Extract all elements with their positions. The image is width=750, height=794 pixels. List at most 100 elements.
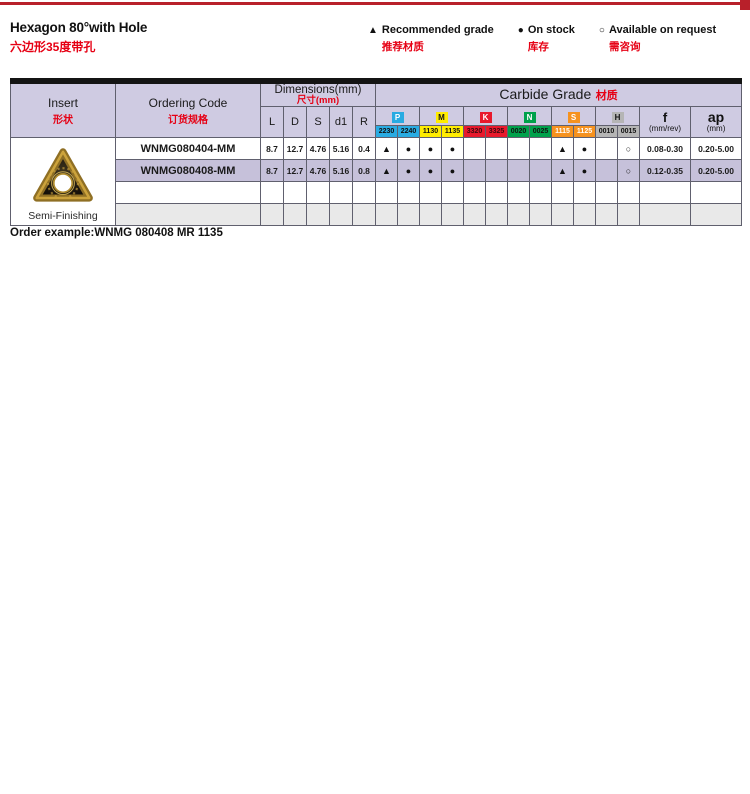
empty-cell — [260, 181, 284, 204]
header-label-cn: 尺寸(mm) — [296, 95, 340, 106]
empty-cell — [463, 181, 487, 204]
dim-S: 4.76 — [306, 137, 330, 160]
mark-1135: ● — [441, 137, 465, 160]
dim-R: 0.8 — [351, 159, 377, 182]
empty-cell — [507, 203, 531, 226]
mark-1115: ▲ — [551, 159, 575, 182]
grade-group-H: H — [595, 106, 641, 126]
legend-label: Available on request — [608, 24, 717, 36]
col-header-carbide-grade: Carbide Grade 材质 — [375, 80, 743, 107]
empty-cell — [329, 203, 353, 226]
empty-cell — [639, 203, 692, 226]
header-label-cn: 材质 — [595, 90, 618, 102]
mark-2240: ● — [397, 159, 421, 182]
empty-cell — [397, 203, 421, 226]
empty-cell — [617, 203, 641, 226]
header-unit: (mm/rev) — [649, 124, 682, 133]
dim-d1: 5.16 — [329, 159, 353, 182]
grade-2230: 2230 — [375, 125, 399, 138]
insert-type-label: Semi-Finishing — [28, 209, 98, 222]
dim-D: 12.7 — [283, 159, 307, 182]
grade-3325: 3325 — [485, 125, 509, 138]
dim-D: 12.7 — [283, 137, 307, 160]
depth-value: 0.20-5.00 — [690, 159, 743, 182]
empty-cell — [397, 181, 421, 204]
empty-cell — [690, 181, 743, 204]
mark-0020 — [507, 159, 531, 182]
legend-item-onstock: ● On stock 库存 — [518, 24, 575, 54]
empty-cell — [329, 181, 353, 204]
legend-label-cn: 需咨询 — [608, 41, 641, 53]
mark-3325 — [485, 137, 509, 160]
empty-cell — [441, 203, 465, 226]
empty-cell — [115, 203, 261, 226]
empty-cell — [260, 203, 284, 226]
grade-1135: 1135 — [441, 125, 465, 138]
header-label: Ordering Code — [148, 95, 228, 110]
legend-item-onrequest: ○ Available on request 需咨询 — [599, 24, 716, 54]
grade-group-S: S — [551, 106, 597, 126]
grade-letter-badge: P — [391, 112, 404, 123]
grade-3320: 3320 — [463, 125, 487, 138]
top-red-rule — [0, 2, 750, 5]
mark-0020 — [507, 137, 531, 160]
empty-cell — [639, 181, 692, 204]
ordering-code: WNMG080408-MM — [115, 159, 261, 182]
col-header-dimensions: Dimensions(mm) 尺寸(mm) — [259, 80, 377, 107]
mark-1125: ● — [573, 159, 597, 182]
dim-col-S: S — [306, 106, 330, 138]
mark-1125: ● — [573, 137, 597, 160]
dim-col-d1: d1 — [329, 106, 353, 138]
mark-2230: ▲ — [375, 159, 399, 182]
header-label: Insert — [47, 95, 78, 110]
depth-value: 0.20-5.00 — [690, 137, 743, 160]
empty-cell — [551, 181, 575, 204]
header-label: ap — [707, 109, 725, 125]
header-label-cn: 订货规格 — [168, 114, 208, 126]
mark-0015: ○ — [617, 159, 641, 182]
header-label: Dimensions(mm) — [274, 84, 362, 96]
legend-label: Recommended grade — [381, 24, 494, 36]
empty-cell — [529, 181, 553, 204]
legend: ▲ Recommended grade 推荐材质 ● On stock 库存 ○… — [368, 24, 716, 54]
mark-3320 — [463, 159, 487, 182]
header-label-cn: 形状 — [53, 114, 73, 126]
grade-letter-badge: M — [435, 112, 448, 123]
order-example-text: Order example:WNMG 080408 MR 1135 — [10, 227, 223, 239]
empty-cell — [306, 203, 330, 226]
legend-label: On stock — [527, 24, 575, 36]
grade-1125: 1125 — [573, 125, 597, 138]
mark-0015: ○ — [617, 137, 641, 160]
mark-1130: ● — [419, 159, 443, 182]
empty-cell — [595, 203, 619, 226]
col-header-depth: ap (mm) — [690, 106, 743, 138]
col-header-ordering-code: Ordering Code 订货规格 — [115, 80, 261, 138]
grade-letter-badge: N — [523, 112, 536, 123]
empty-cell — [375, 203, 399, 226]
dim-col-R: R — [351, 106, 377, 138]
dim-col-D: D — [283, 106, 307, 138]
empty-cell — [463, 203, 487, 226]
empty-cell — [507, 181, 531, 204]
grade-group-M: M — [419, 106, 465, 126]
dim-L: 8.7 — [260, 137, 284, 160]
legend-label-cn: 库存 — [527, 41, 549, 53]
dim-L: 8.7 — [260, 159, 284, 182]
page-title: Hexagon 80°with Hole — [10, 20, 148, 35]
mark-3320 — [463, 137, 487, 160]
grade-letter-badge: S — [567, 112, 580, 123]
empty-cell — [690, 203, 743, 226]
page-subtitle-cn: 六边形35度带孔 — [10, 40, 96, 54]
mark-2230: ▲ — [375, 137, 399, 160]
empty-cell — [375, 181, 399, 204]
insert-image-cell: Semi-Finishing — [10, 137, 116, 226]
empty-cell — [595, 181, 619, 204]
grade-group-K: K — [463, 106, 509, 126]
grade-0015: 0015 — [617, 125, 641, 138]
empty-cell — [306, 181, 330, 204]
mark-1115: ▲ — [551, 137, 575, 160]
grade-group-P: P — [375, 106, 421, 126]
insert-spec-table: Insert 形状 Ordering Code 订货规格 Dimensions(… — [10, 78, 743, 226]
header-label: f — [662, 110, 668, 125]
mark-0025 — [529, 159, 553, 182]
